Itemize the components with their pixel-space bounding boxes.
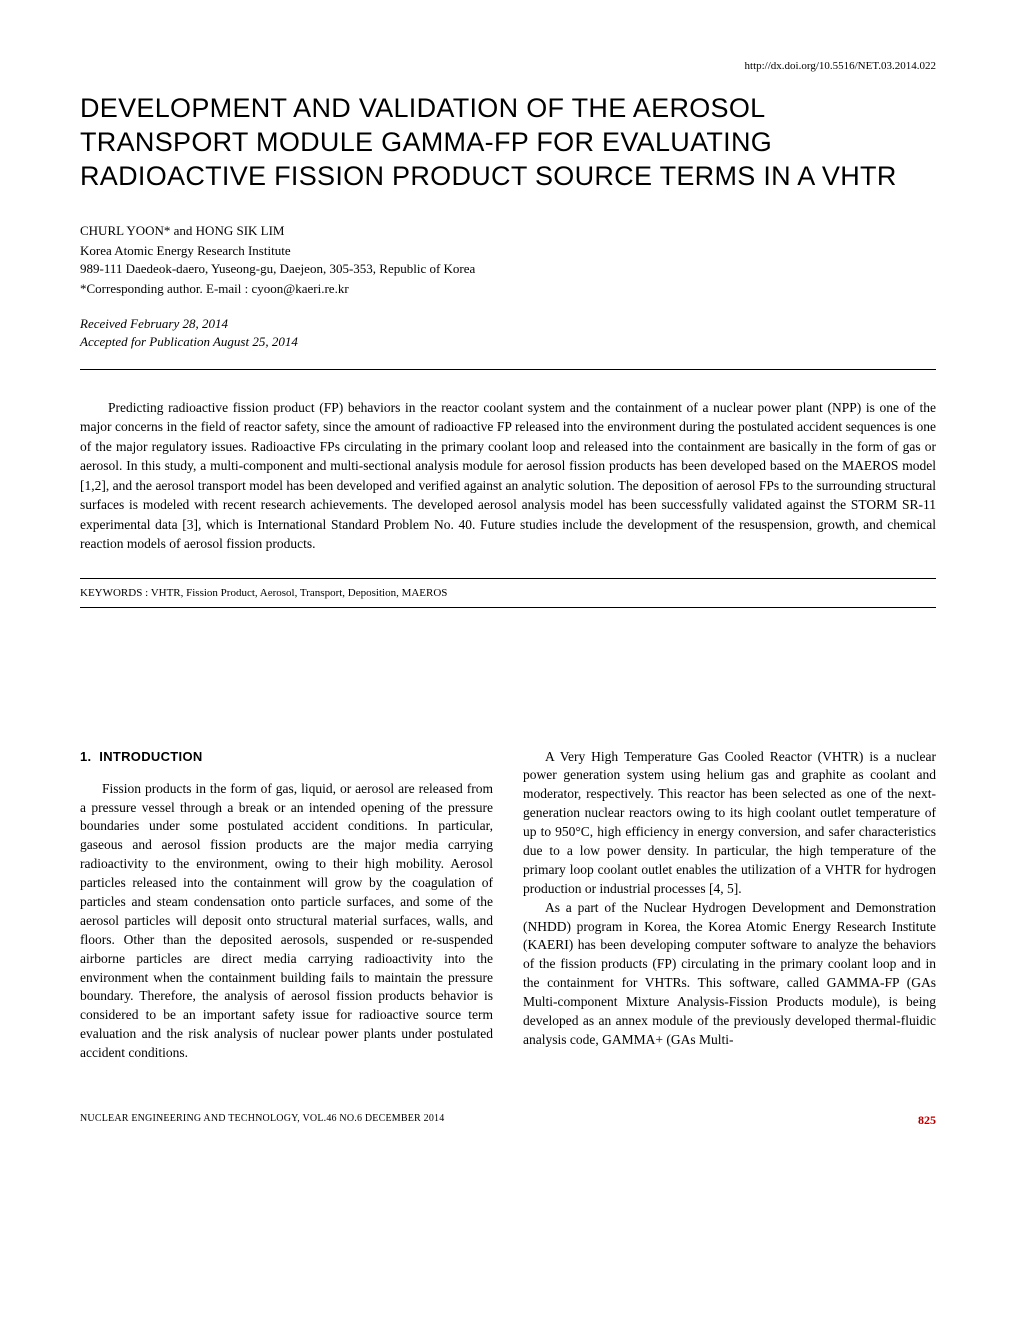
received-date: Received February 28, 2014: [80, 315, 936, 333]
section-number: 1.: [80, 749, 91, 764]
paper-title: DEVELOPMENT AND VALIDATION OF THE AEROSO…: [80, 92, 936, 193]
body-paragraph: A Very High Temperature Gas Cooled React…: [523, 748, 936, 899]
authors: CHURL YOON* and HONG SIK LIM: [80, 223, 936, 239]
body-columns: 1. INTRODUCTION Fission products in the …: [80, 748, 936, 1064]
journal-info: NUCLEAR ENGINEERING AND TECHNOLOGY, VOL.…: [80, 1113, 444, 1128]
right-column: A Very High Temperature Gas Cooled React…: [523, 748, 936, 1064]
body-paragraph: As a part of the Nuclear Hydrogen Develo…: [523, 899, 936, 1050]
page-footer: NUCLEAR ENGINEERING AND TECHNOLOGY, VOL.…: [80, 1113, 936, 1128]
affiliation-name: Korea Atomic Energy Research Institute: [80, 242, 936, 260]
affiliation-address: 989-111 Daedeok-daero, Yuseong-gu, Daeje…: [80, 260, 936, 278]
body-paragraph: Fission products in the form of gas, liq…: [80, 780, 493, 1063]
abstract-text: Predicting radioactive fission product (…: [80, 398, 936, 555]
section-title: INTRODUCTION: [99, 749, 202, 764]
keywords: KEYWORDS : VHTR, Fission Product, Aeroso…: [80, 587, 936, 608]
abstract-block: Predicting radioactive fission product (…: [80, 369, 936, 579]
left-column: 1. INTRODUCTION Fission products in the …: [80, 748, 493, 1064]
corresponding-author: *Corresponding author. E-mail : cyoon@ka…: [80, 281, 936, 297]
accepted-date: Accepted for Publication August 25, 2014: [80, 333, 936, 351]
doi-link: http://dx.doi.org/10.5516/NET.03.2014.02…: [80, 60, 936, 72]
page-number: 825: [918, 1113, 936, 1128]
section-heading: 1. INTRODUCTION: [80, 748, 493, 766]
